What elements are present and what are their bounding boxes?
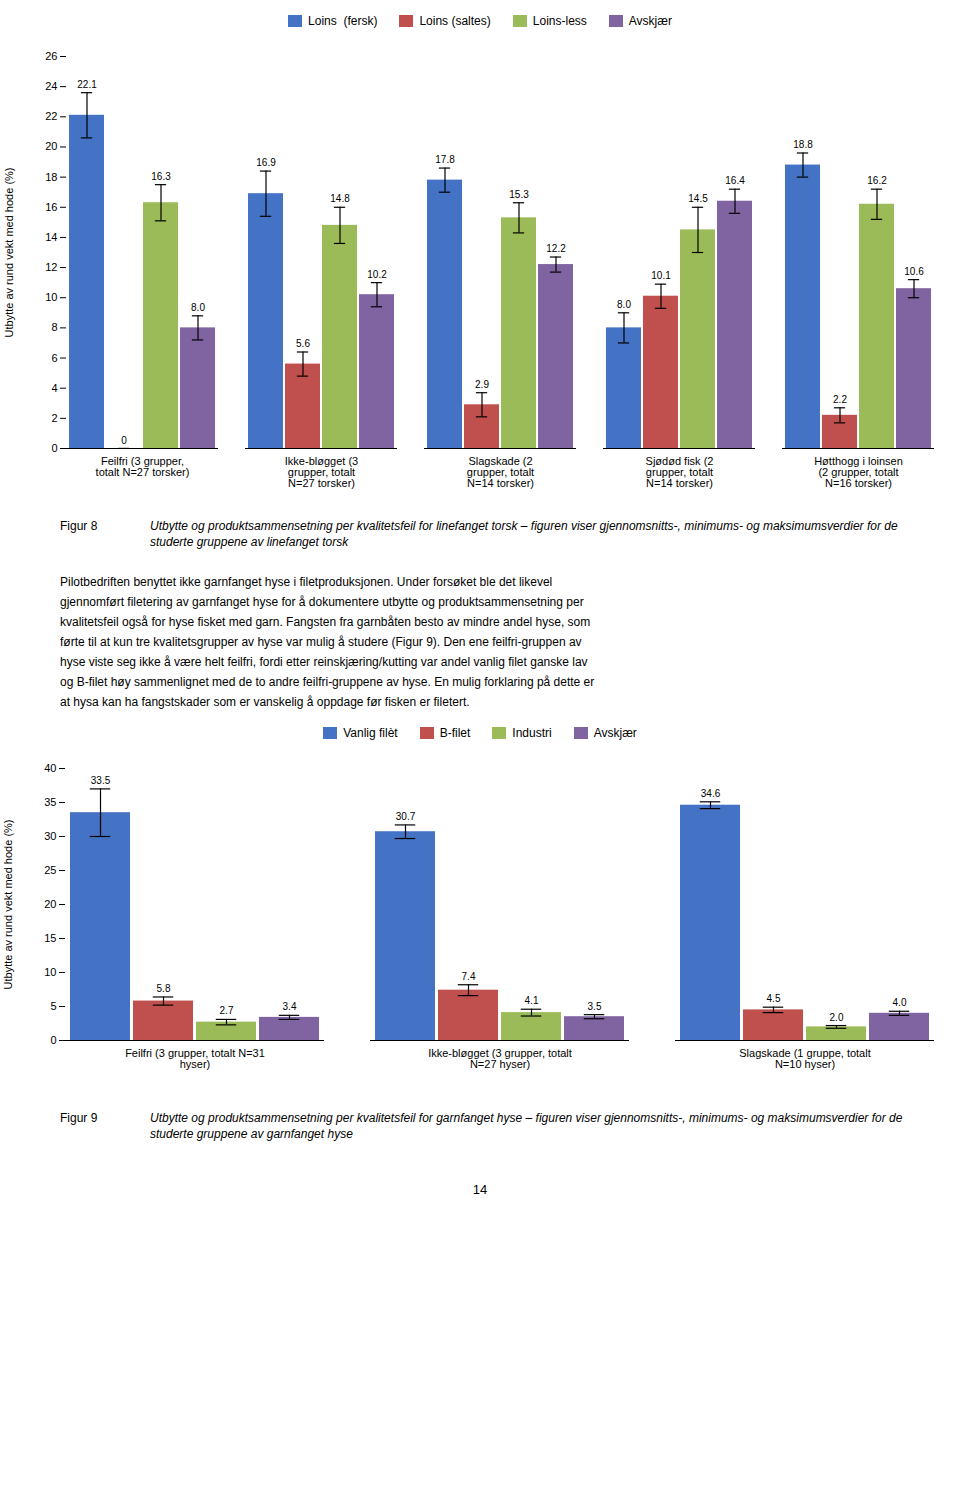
svg-text:Feilfri (3 grupper, totalt N=3: Feilfri (3 grupper, totalt N=31hyser)	[125, 1047, 265, 1070]
svg-text:4.1: 4.1	[525, 995, 539, 1006]
svg-text:16.4: 16.4	[725, 175, 745, 186]
svg-text:16.3: 16.3	[151, 171, 171, 182]
html-text:Avskjær: Avskjær	[628, 14, 672, 28]
html-text:Pilotbedriften benyttet ikke g: Pilotbedriften benyttet ikke garnfanget …	[60, 575, 553, 589]
svg-text:20: 20	[44, 898, 56, 910]
svg-text:25: 25	[44, 864, 56, 876]
svg-text:30.7: 30.7	[396, 811, 416, 822]
html-text:hyse viste seg ikke å være hel: hyse viste seg ikke å være helt feilfri,…	[60, 655, 588, 669]
svg-text:33.5: 33.5	[91, 775, 111, 786]
svg-text:16: 16	[45, 201, 57, 213]
html-text:14: 14	[472, 1182, 488, 1197]
svg-text:0: 0	[50, 1034, 56, 1046]
svg-text:5.6: 5.6	[296, 338, 310, 349]
html-text:Loins (fersk): Loins (fersk)	[308, 14, 378, 28]
svg-text:12.2: 12.2	[546, 243, 566, 254]
html-text:Loins-less: Loins-less	[532, 14, 587, 28]
html-text:Utbytte og produktsammensetnin: Utbytte og produktsammensetning per kval…	[150, 519, 898, 549]
svg-text:8: 8	[51, 321, 57, 333]
svg-text:8.0: 8.0	[191, 302, 205, 313]
svg-text:20: 20	[45, 140, 57, 152]
svg-text:4: 4	[51, 382, 57, 394]
svg-text:2: 2	[51, 412, 57, 424]
svg-text:0: 0	[51, 442, 57, 454]
html-text:kvalitetsfeil også for hyse fi: kvalitetsfeil også for hyse fisket med g…	[60, 615, 591, 629]
svg-text:12: 12	[45, 261, 57, 273]
svg-text:Utbytte av rund vekt med hode: Utbytte av rund vekt med hode (%)	[3, 168, 15, 338]
html-text:Vanlig filèt: Vanlig filèt	[343, 726, 398, 740]
svg-text:Sjødød fisk (2grupper, totaltN: Sjødød fisk (2grupper, totaltN=14 torske…	[646, 455, 714, 489]
svg-text:2.2: 2.2	[833, 394, 847, 405]
svg-text:10.6: 10.6	[904, 266, 924, 277]
svg-text:5.8: 5.8	[157, 983, 171, 994]
svg-text:15.3: 15.3	[509, 189, 529, 200]
svg-text:30: 30	[44, 830, 56, 842]
html-text:Loins (saltes): Loins (saltes)	[419, 14, 491, 28]
svg-text:2.9: 2.9	[475, 379, 489, 390]
svg-text:7.4: 7.4	[462, 971, 476, 982]
svg-text:Slagskade (2grupper, totaltN=1: Slagskade (2grupper, totaltN=14 torsker)	[467, 455, 534, 489]
svg-text:3.4: 3.4	[283, 1001, 297, 1012]
svg-text:24: 24	[45, 80, 57, 92]
html-text:Figur 9: Figur 9	[60, 1111, 98, 1125]
svg-text:22.1: 22.1	[77, 79, 97, 90]
svg-text:10: 10	[44, 966, 56, 978]
svg-text:8.0: 8.0	[617, 299, 631, 310]
svg-text:35: 35	[44, 796, 56, 808]
svg-text:26: 26	[45, 50, 57, 62]
svg-text:10.1: 10.1	[651, 270, 671, 281]
svg-text:4.5: 4.5	[767, 993, 781, 1004]
svg-text:Utbytte av rund vekt med hode: Utbytte av rund vekt med hode (%)	[2, 820, 14, 990]
svg-text:5: 5	[50, 1000, 56, 1012]
html-text:at hysa kan ha fangstskader so: at hysa kan ha fangstskader som er vansk…	[60, 695, 470, 709]
svg-text:22: 22	[45, 110, 57, 122]
html-text:gjennomført filetering av garn: gjennomført filetering av garnfanget hys…	[60, 595, 584, 609]
svg-text:18.8: 18.8	[793, 139, 813, 150]
html-text:B-filet: B-filet	[439, 726, 471, 740]
svg-text:15: 15	[44, 932, 56, 944]
html-text:og B-filet høy sammenlignet me: og B-filet høy sammenlignet med de to an…	[60, 675, 595, 689]
svg-text:14: 14	[45, 231, 57, 243]
svg-text:34.6: 34.6	[701, 788, 721, 799]
html-text:Industri: Industri	[512, 726, 552, 740]
html-text:Avskjær: Avskjær	[593, 726, 637, 740]
svg-text:3.5: 3.5	[588, 1001, 602, 1012]
svg-text:Høtthogg i loinsen(2 grupper,: Høtthogg i loinsen(2 grupper, totaltN=16…	[814, 455, 903, 489]
svg-text:2.0: 2.0	[830, 1012, 844, 1023]
svg-text:40: 40	[44, 762, 56, 774]
svg-text:10: 10	[45, 291, 57, 303]
html-text:Figur 8: Figur 8	[60, 519, 98, 533]
html-text:førte til at kun tre kvalitets: førte til at kun tre kvalitetsgrupper av…	[60, 635, 582, 649]
svg-text:10.2: 10.2	[367, 269, 387, 280]
svg-text:Ikke-bløgget (3grupper, totalt: Ikke-bløgget (3grupper, totaltN=27 torsk…	[285, 455, 358, 489]
svg-text:0: 0	[121, 435, 127, 446]
svg-text:Slagskade (1 gruppe, totaltN=1: Slagskade (1 gruppe, totaltN=10 hyser)	[739, 1047, 870, 1070]
svg-text:4.0: 4.0	[893, 997, 907, 1008]
svg-text:2.7: 2.7	[220, 1005, 234, 1016]
svg-text:14.5: 14.5	[688, 193, 708, 204]
svg-text:Ikke-bløgget (3 grupper, total: Ikke-bløgget (3 grupper, totaltN=27 hyse…	[428, 1047, 572, 1070]
svg-text:16.2: 16.2	[867, 175, 887, 186]
svg-text:16.9: 16.9	[256, 157, 276, 168]
svg-text:14.8: 14.8	[330, 193, 350, 204]
html-text:Utbytte og produktsammensetnin: Utbytte og produktsammensetning per kval…	[150, 1111, 903, 1141]
svg-text:17.8: 17.8	[435, 154, 455, 165]
svg-text:6: 6	[51, 352, 57, 364]
svg-text:Feilfri (3 grupper,totalt N=27: Feilfri (3 grupper,totalt N=27 torsker)	[96, 455, 190, 478]
svg-text:18: 18	[45, 171, 57, 183]
